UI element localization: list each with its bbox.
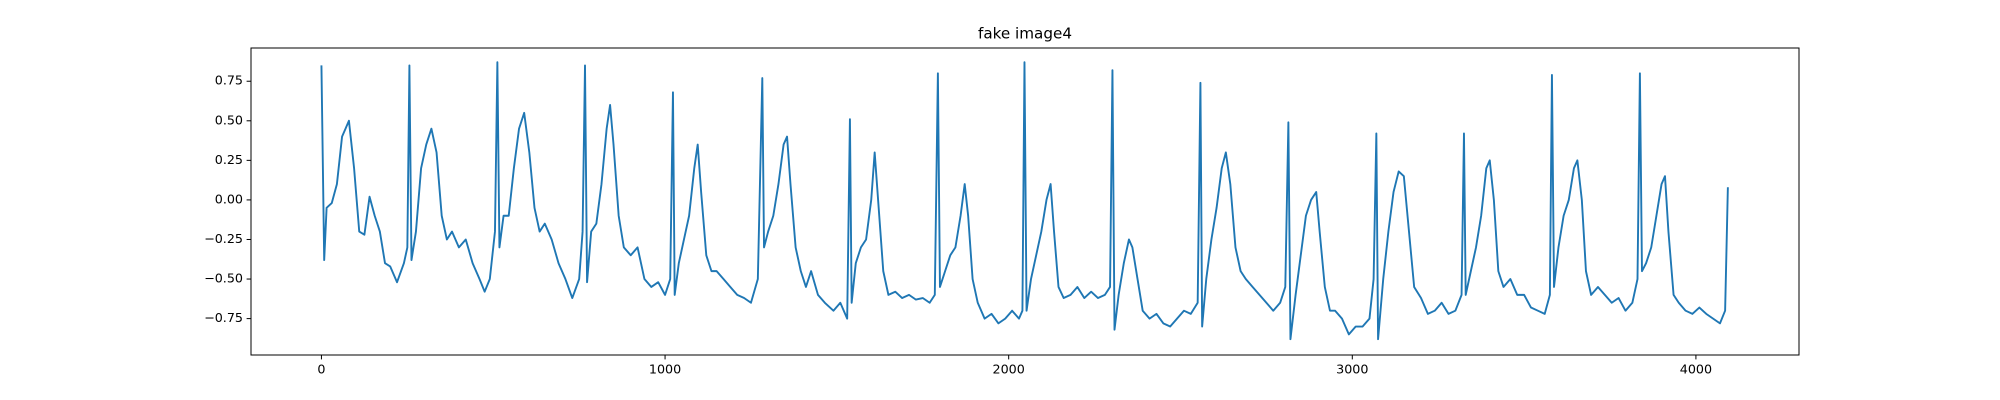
chart-title: fake image4 [978, 25, 1072, 43]
y-tick-label: 0.25 [215, 152, 243, 167]
y-tick-label: 0.50 [215, 112, 243, 127]
x-tick-label: 1000 [649, 362, 681, 377]
x-tick-label: 4000 [1680, 362, 1712, 377]
y-tick-label: 0.00 [215, 191, 243, 206]
axes-frame [250, 47, 1800, 356]
y-tick-label: 0.75 [215, 73, 243, 88]
x-tick-label: 3000 [1336, 362, 1368, 377]
y-tick-label: −0.25 [204, 231, 243, 246]
y-tick-label: −0.50 [204, 271, 243, 286]
y-tick-label: −0.75 [204, 310, 243, 325]
x-tick-label: 0 [317, 362, 325, 377]
data-line [320, 61, 1729, 341]
x-tick-label: 2000 [993, 362, 1025, 377]
